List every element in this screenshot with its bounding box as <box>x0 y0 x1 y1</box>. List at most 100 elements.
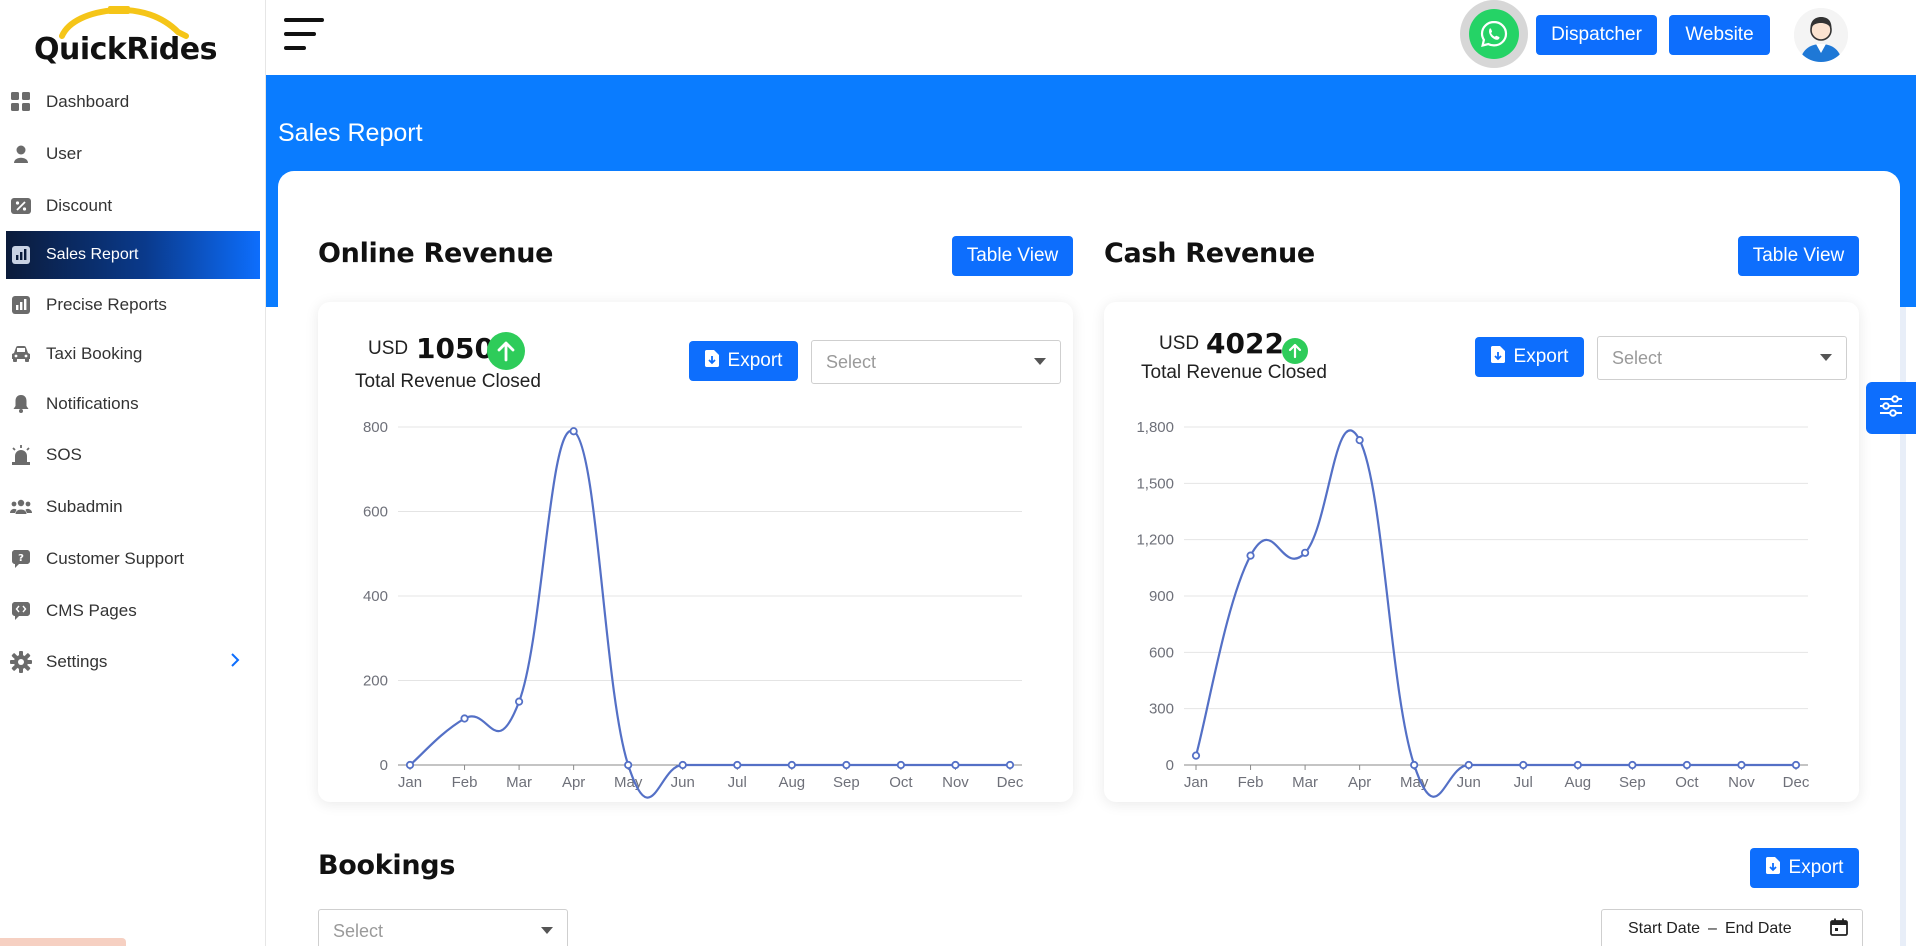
data-point[interactable] <box>1300 548 1310 557</box>
data-point[interactable] <box>1355 436 1364 445</box>
cash-export-button[interactable]: Export <box>1475 337 1584 377</box>
sidebar-item-discount[interactable]: Discount <box>6 182 260 230</box>
x-tick-label: Mar <box>1292 774 1318 791</box>
data-point[interactable] <box>1464 760 1473 770</box>
sidebar-item-label: Dashboard <box>46 92 130 111</box>
sidebar-item-sales-report[interactable]: Sales Report <box>6 231 260 279</box>
online-revenue-title: Online Revenue <box>318 238 554 269</box>
filter-settings-tab[interactable] <box>1866 382 1916 434</box>
start-date-label: Start Date <box>1628 920 1701 937</box>
data-point[interactable] <box>1737 760 1746 770</box>
file-export-icon <box>704 349 719 373</box>
online-currency: USD <box>368 338 409 359</box>
online-table-view-button[interactable]: Table View <box>952 236 1073 276</box>
cash-revenue-card <box>1104 302 1859 802</box>
whatsapp-icon <box>1469 9 1519 59</box>
x-tick-label: Jun <box>671 774 695 791</box>
data-point[interactable] <box>733 760 742 770</box>
data-point[interactable] <box>569 427 578 436</box>
whatsapp-button[interactable] <box>1460 0 1528 68</box>
x-tick-label: Oct <box>889 774 913 791</box>
data-point[interactable] <box>1628 760 1637 770</box>
svg-text:?: ? <box>18 553 24 564</box>
sidebar-item-precise-reports[interactable]: Precise Reports <box>6 281 260 329</box>
x-tick-label: Nov <box>1728 774 1755 791</box>
arrow-up-icon <box>487 332 525 370</box>
data-point[interactable] <box>514 697 524 706</box>
data-point[interactable] <box>896 760 906 770</box>
series-line <box>409 429 1010 799</box>
y-tick-label: 0 <box>380 757 388 774</box>
data-point[interactable] <box>624 760 633 770</box>
select-placeholder: Select <box>826 351 877 372</box>
user-avatar-icon[interactable] <box>1794 8 1848 62</box>
date-range-picker[interactable]: Start Date – End Date <box>1601 909 1863 946</box>
user-icon <box>10 143 32 165</box>
y-tick-label: 300 <box>1149 701 1174 718</box>
sidebar-item-taxi-booking[interactable]: Taxi Booking <box>6 330 260 378</box>
y-tick-label: 0 <box>1166 757 1174 774</box>
sidebar-item-customer-support[interactable]: ? Customer Support <box>6 535 260 583</box>
sidebar-item-dashboard[interactable]: Dashboard <box>6 78 260 126</box>
sliders-icon <box>1878 393 1904 424</box>
x-tick-label: Mar <box>506 774 532 791</box>
cash-total-label: Total Revenue Closed <box>1141 362 1327 383</box>
x-tick-label: Jan <box>1184 774 1208 791</box>
online-export-button[interactable]: Export <box>689 341 798 381</box>
data-point[interactable] <box>1573 760 1582 770</box>
x-tick-label: May <box>614 774 643 791</box>
sidebar-item-settings[interactable]: Settings <box>6 638 260 686</box>
file-export-icon <box>1765 856 1780 880</box>
sidebar-item-subadmin[interactable]: Subadmin <box>6 483 260 531</box>
cash-period-select[interactable]: Select <box>1597 336 1847 380</box>
sidebar-item-label: Taxi Booking <box>46 344 143 363</box>
x-tick-label: Feb <box>1238 774 1264 791</box>
bookings-export-button[interactable]: Export <box>1750 848 1859 888</box>
x-tick-label: Sep <box>833 774 860 791</box>
data-point[interactable] <box>787 760 796 770</box>
data-point[interactable] <box>1005 760 1015 770</box>
x-tick-label: Apr <box>1348 774 1371 791</box>
sidebar-item-sos[interactable]: SOS <box>6 431 260 479</box>
report-chart-icon <box>10 244 32 266</box>
sidebar-item-notifications[interactable]: Notifications <box>6 380 260 428</box>
online-period-select[interactable]: Select <box>811 340 1061 384</box>
y-tick-label: 600 <box>1149 644 1174 661</box>
website-button[interactable]: Website <box>1669 15 1770 55</box>
data-point[interactable] <box>678 760 687 770</box>
brand-logo[interactable]: QuickRides <box>32 6 217 68</box>
data-point[interactable] <box>1791 760 1801 770</box>
cash-amount: 4022 <box>1206 327 1284 360</box>
sidebar-item-label: User <box>46 144 82 163</box>
chevron-right-icon[interactable] <box>230 652 240 673</box>
y-tick-label: 200 <box>363 673 388 690</box>
x-tick-label: Aug <box>1564 774 1591 791</box>
y-tick-label: 400 <box>363 588 388 605</box>
y-tick-label: 1,500 <box>1136 475 1174 492</box>
data-point[interactable] <box>1410 760 1419 770</box>
y-tick-label: 600 <box>363 504 388 521</box>
data-point[interactable] <box>1682 760 1692 770</box>
data-point[interactable] <box>460 714 469 723</box>
arrow-up-icon <box>1282 338 1308 364</box>
data-point[interactable] <box>951 760 960 770</box>
data-point[interactable] <box>1191 751 1201 760</box>
series-line <box>1194 429 1796 798</box>
bookings-select[interactable]: Select <box>318 909 568 946</box>
sidebar-item-label: Customer Support <box>46 549 184 568</box>
online-revenue-card <box>318 302 1073 802</box>
menu-toggle-icon[interactable] <box>284 18 326 52</box>
cash-currency: USD <box>1159 333 1200 354</box>
data-point[interactable] <box>842 760 851 770</box>
sidebar-item-cms-pages[interactable]: CMS Pages <box>6 587 260 635</box>
dispatcher-button[interactable]: Dispatcher <box>1536 15 1657 55</box>
data-point[interactable] <box>405 760 415 770</box>
sidebar-item-label: CMS Pages <box>46 601 137 620</box>
cash-table-view-button[interactable]: Table View <box>1738 236 1859 276</box>
data-point[interactable] <box>1519 760 1528 770</box>
x-tick-label: Dec <box>1783 774 1810 791</box>
data-point[interactable] <box>1246 551 1255 560</box>
x-tick-label: Apr <box>562 774 585 791</box>
sidebar-item-user[interactable]: User <box>6 130 260 178</box>
x-tick-label: Jan <box>398 774 422 791</box>
